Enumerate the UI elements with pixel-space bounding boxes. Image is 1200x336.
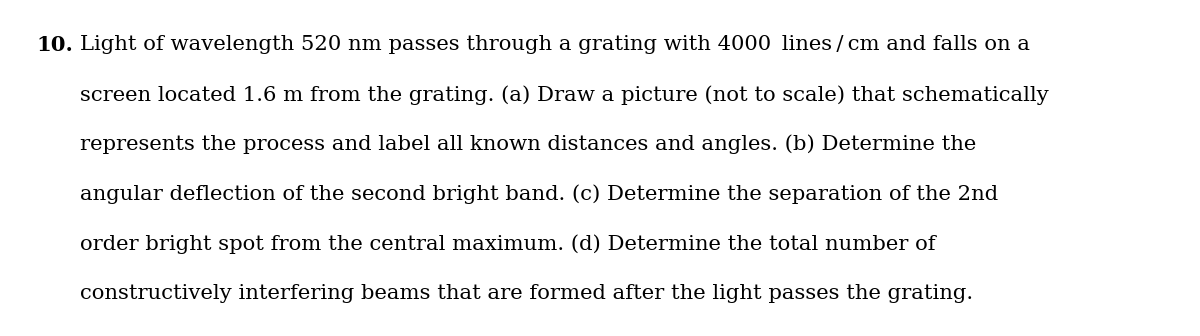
Text: 10.: 10. — [36, 35, 73, 55]
Text: constructively interfering beams that are formed after the light passes the grat: constructively interfering beams that ar… — [80, 284, 973, 303]
Text: Light of wavelength 520 nm passes through a grating with 4000 lines / cm and fal: Light of wavelength 520 nm passes throug… — [80, 35, 1031, 54]
Text: order bright spot from the central maximum. (d) Determine the total number of: order bright spot from the central maxim… — [80, 234, 936, 254]
Text: angular deflection of the second bright band. (c) Determine the separation of th: angular deflection of the second bright … — [80, 184, 998, 204]
Text: represents the process and label all known distances and angles. (b) Determine t: represents the process and label all kno… — [80, 135, 977, 155]
Text: screen located 1.6 m from the grating. (a) Draw a picture (not to scale) that sc: screen located 1.6 m from the grating. (… — [80, 85, 1049, 105]
